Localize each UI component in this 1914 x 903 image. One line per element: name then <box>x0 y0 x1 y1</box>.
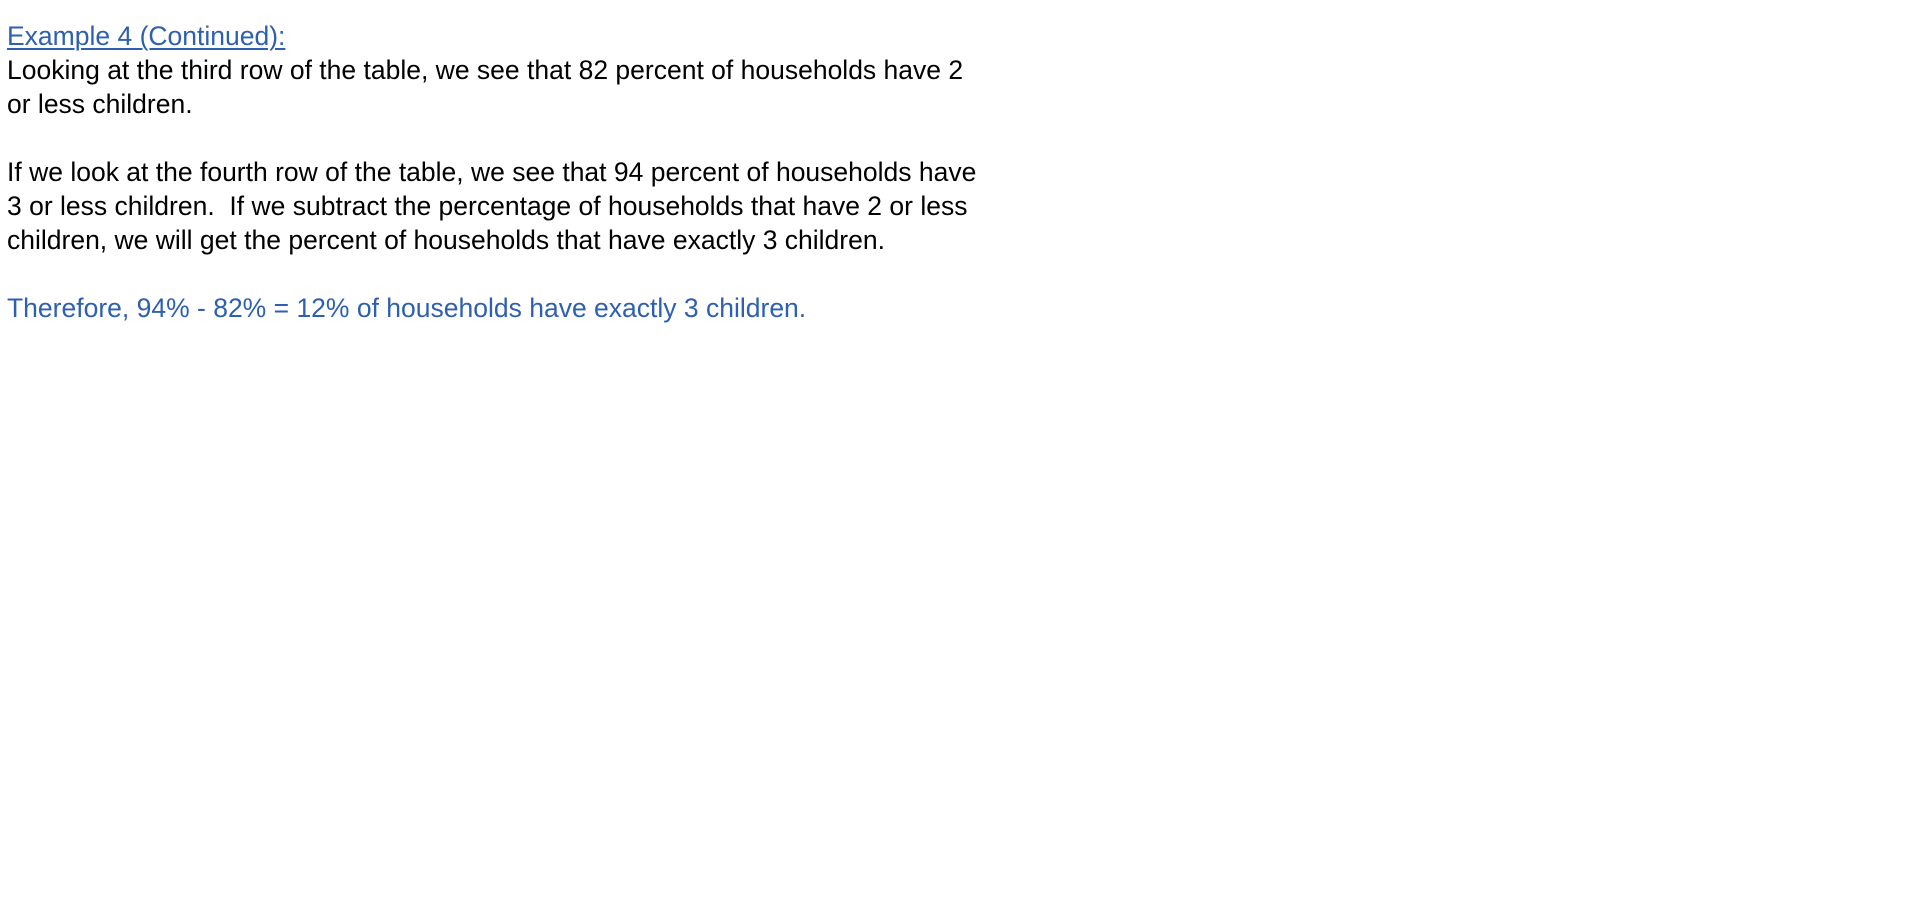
paragraph-line: or less children. <box>7 89 193 119</box>
paragraph-third-row: Looking at the third row of the table, w… <box>7 53 1107 121</box>
paragraph-line: Looking at the third row of the table, w… <box>7 55 964 85</box>
example-heading: Example 4 (Continued): <box>7 21 286 51</box>
paragraph-fourth-row: If we look at the fourth row of the tabl… <box>7 155 1107 257</box>
paragraph-spacer <box>7 257 1107 291</box>
paragraph-line: children, we will get the percent of hou… <box>7 225 885 255</box>
paragraph-line: If we look at the fourth row of the tabl… <box>7 157 977 187</box>
document-body: Example 4 (Continued): Looking at the th… <box>7 19 1107 325</box>
paragraph-line: 3 or less children. If we subtract the p… <box>7 191 968 221</box>
paragraph-spacer <box>7 121 1107 155</box>
conclusion-statement: Therefore, 94% - 82% = 12% of households… <box>7 293 807 323</box>
